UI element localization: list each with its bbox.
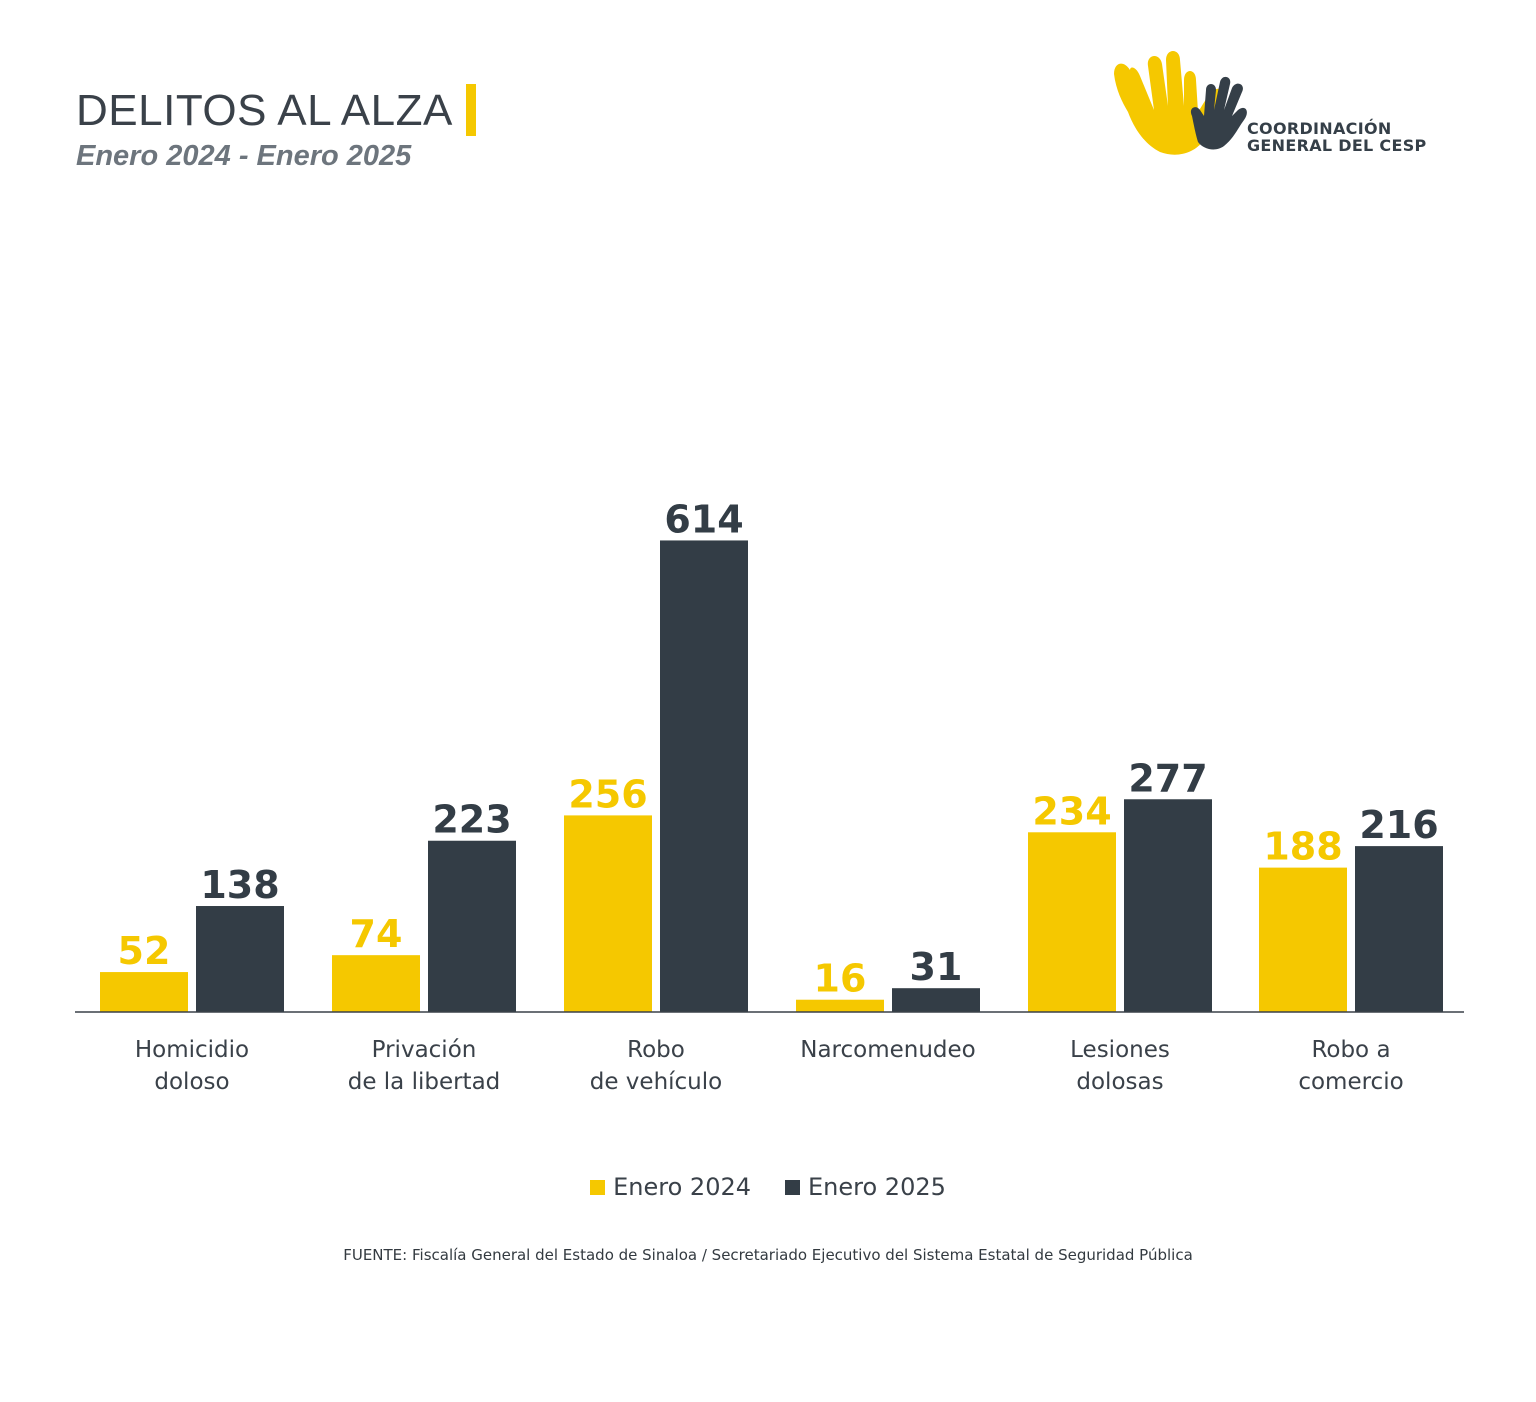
category-label-1: Privación de la libertad [348,1037,501,1095]
data-label-2025-3: 31 [910,945,963,989]
category-label-3: Narcomenudeo [800,1037,976,1063]
chart-subtitle: Enero 2024 - Enero 2025 [76,140,412,172]
logo-line-1: COORDINACIÓN [1247,119,1392,138]
data-label-2025-5: 216 [1359,803,1438,847]
bar-2024-2 [564,815,652,1012]
data-label-2024-4: 234 [1032,789,1111,833]
data-label-2024-2: 256 [568,772,647,816]
logo-text: COORDINACIÓN GENERAL DEL CESP [1247,120,1427,154]
legend: Enero 2024 Enero 2025 [0,1173,1536,1201]
bar-2025-4 [1124,799,1212,1012]
legend-item-2024: Enero 2024 [590,1173,751,1201]
legend-item-2025: Enero 2025 [785,1173,946,1201]
legend-label-2025: Enero 2025 [808,1173,946,1201]
title-accent-bar [466,84,476,136]
data-label-2025-2: 614 [664,497,743,541]
category-labels-layer: Homicidio doloso Privación de la libertad Ro… [135,1037,1404,1095]
chart-title: DELITOS AL ALZA [76,86,453,135]
bar-2025-3 [892,988,980,1012]
category-label-2: Robo de vehículo [590,1037,722,1095]
data-label-2024-3: 16 [814,957,867,1001]
bar-2024-4 [1028,832,1116,1012]
bar-chart: 52 138 74 223 256 614 16 31 234 277 188 216 Homicid… [75,497,1464,1095]
data-label-2024-5: 188 [1263,825,1342,869]
bars-layer: 52 138 74 223 256 614 16 31 234 277 188 216 [100,497,1443,1012]
bar-2024-5 [1259,867,1347,1012]
data-label-2024-0: 52 [118,929,171,973]
logo-line-2: GENERAL DEL CESP [1247,136,1427,155]
data-label-2025-4: 277 [1128,756,1207,800]
data-label-2025-0: 138 [200,863,279,907]
bar-2024-1 [332,955,420,1012]
bar-2024-0 [100,972,188,1012]
bar-2024-3 [796,999,884,1012]
bar-2025-0 [196,906,284,1012]
bar-2025-5 [1355,846,1443,1012]
category-label-4: Lesiones dolosas [1070,1037,1170,1095]
data-label-2024-1: 74 [350,912,403,956]
hands-icon [1114,51,1247,155]
data-label-2025-1: 223 [432,798,511,842]
legend-label-2024: Enero 2024 [613,1173,751,1201]
source-note: FUENTE: Fiscalía General del Estado de S… [343,1246,1193,1264]
category-label-0: Homicidio doloso [135,1037,249,1095]
bar-2025-1 [428,840,516,1012]
legend-swatch-2024 [590,1179,606,1195]
legend-swatch-2025 [785,1179,800,1195]
category-label-5: Robo a comercio [1298,1037,1403,1095]
bar-2025-2 [660,540,748,1012]
